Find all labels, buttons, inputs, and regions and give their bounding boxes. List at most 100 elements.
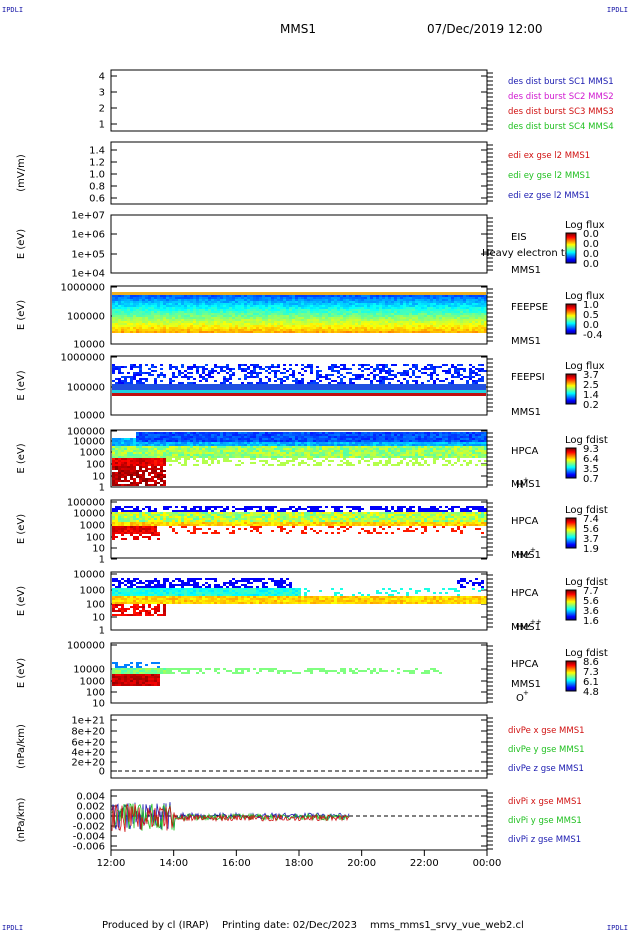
- spectrogram-cell: [421, 295, 424, 297]
- spectrogram-cell: [370, 456, 373, 458]
- spectrogram-cell: [409, 452, 412, 454]
- spectrogram-cell: [256, 319, 259, 321]
- spectrogram-cell: [151, 370, 154, 372]
- spectrogram-cell: [163, 299, 166, 301]
- spectrogram-cell: [433, 309, 436, 311]
- spectrogram-cell: [139, 470, 142, 472]
- spectrogram-cell: [337, 464, 340, 466]
- spectrogram-cell: [481, 309, 484, 311]
- spectrogram-cell: [187, 331, 190, 333]
- spectrogram-cell: [127, 466, 130, 468]
- spectrogram-cell: [346, 307, 349, 309]
- spectrogram-cell: [463, 305, 466, 307]
- spectrogram-cell: [394, 448, 397, 450]
- spectrogram-cell: [169, 436, 172, 438]
- spectrogram-cell: [406, 450, 409, 452]
- spectrogram-cell: [151, 319, 154, 321]
- spectrogram-cell: [250, 319, 253, 321]
- spectrogram-cell: [385, 442, 388, 444]
- spectrogram-cell: [136, 366, 139, 368]
- spectrogram-cell: [481, 364, 484, 366]
- colorbar-cell: [566, 400, 576, 401]
- spectrogram-cell: [304, 452, 307, 454]
- spectrogram-cell: [268, 442, 271, 444]
- spectrogram-cell: [130, 440, 133, 442]
- spectrogram-cell: [442, 454, 445, 456]
- spectrogram-cell: [352, 448, 355, 450]
- spectrogram-cell: [208, 442, 211, 444]
- spectrogram-cell: [241, 456, 244, 458]
- spectrogram-cell: [316, 448, 319, 450]
- spectrogram-cell: [187, 458, 190, 460]
- spectrogram-cell: [139, 438, 142, 440]
- spectrogram-cell: [286, 444, 289, 446]
- spectrogram-cell: [133, 313, 136, 315]
- spectrogram-cell: [145, 303, 148, 305]
- spectrogram-cell: [430, 444, 433, 446]
- spectrogram-cell: [424, 305, 427, 307]
- spectrogram-cell: [259, 446, 262, 448]
- spectrogram-cell: [127, 321, 130, 323]
- spectrogram-cell: [118, 313, 121, 315]
- spectrogram-cell: [349, 311, 352, 313]
- spectrogram-cell: [391, 309, 394, 311]
- spectrogram-cell: [112, 480, 115, 482]
- spectrogram-cell: [355, 323, 358, 325]
- spectrogram-cell: [481, 301, 484, 303]
- spectrogram-cell: [130, 317, 133, 319]
- spectrogram-cell: [157, 299, 160, 301]
- spectrogram-cell: [133, 295, 136, 297]
- spectrogram-cell: [367, 319, 370, 321]
- spectrogram-cell: [427, 452, 430, 454]
- spectrogram-cell: [337, 299, 340, 301]
- spectrogram-cell: [226, 307, 229, 309]
- spectrogram-cell: [370, 432, 373, 434]
- spectrogram-cell: [250, 364, 253, 366]
- spectrogram-cell: [439, 321, 442, 323]
- spectrogram-cell: [181, 442, 184, 444]
- spectrogram-cell: [460, 311, 463, 313]
- spectrogram-cell: [451, 323, 454, 325]
- spectrogram-cell: [118, 442, 121, 444]
- spectrogram-cell: [406, 372, 409, 374]
- spectrogram-cell: [448, 317, 451, 319]
- spectrogram-cell: [130, 438, 133, 440]
- spectrogram-cell: [325, 295, 328, 297]
- spectrogram-cell: [247, 297, 250, 299]
- spectrogram-cell: [259, 440, 262, 442]
- spectrogram-cell: [193, 434, 196, 436]
- spectrogram-cell: [454, 372, 457, 374]
- spectrogram-cell: [193, 331, 196, 333]
- spectrogram-cell: [391, 450, 394, 452]
- spectrogram-cell: [406, 370, 409, 372]
- spectrogram-cell: [115, 323, 118, 325]
- spectrogram-cell: [148, 331, 151, 333]
- ytick-label: 1e+05: [71, 250, 105, 261]
- spectrogram-cell: [151, 466, 154, 468]
- spectrogram-cell: [448, 319, 451, 321]
- spectrogram-cell: [241, 307, 244, 309]
- spectrogram-cell: [259, 297, 262, 299]
- spectrogram-cell: [370, 452, 373, 454]
- spectrogram-cell: [463, 313, 466, 315]
- spectrogram-cell: [178, 299, 181, 301]
- spectrogram-cell: [277, 313, 280, 315]
- spectrogram-cell: [139, 331, 142, 333]
- spectrogram-cell: [112, 448, 115, 450]
- spectrogram-cell: [331, 366, 334, 368]
- spectrogram-cell: [154, 454, 157, 456]
- spectrogram-cell: [118, 301, 121, 303]
- spectrogram-cell: [190, 442, 193, 444]
- spectrogram-cell: [346, 368, 349, 370]
- spectrogram-cell: [142, 313, 145, 315]
- spectrogram-cell: [337, 446, 340, 448]
- spectrogram-cell: [259, 301, 262, 303]
- spectrogram-cell: [319, 317, 322, 319]
- spectrogram-cell: [331, 380, 334, 382]
- spectrogram-cell: [151, 299, 154, 301]
- spectrogram-cell: [253, 305, 256, 307]
- spectrogram-cell: [325, 315, 328, 317]
- spectrogram-cell: [391, 444, 394, 446]
- spectrogram-cell: [217, 438, 220, 440]
- spectrogram-cell: [223, 378, 226, 380]
